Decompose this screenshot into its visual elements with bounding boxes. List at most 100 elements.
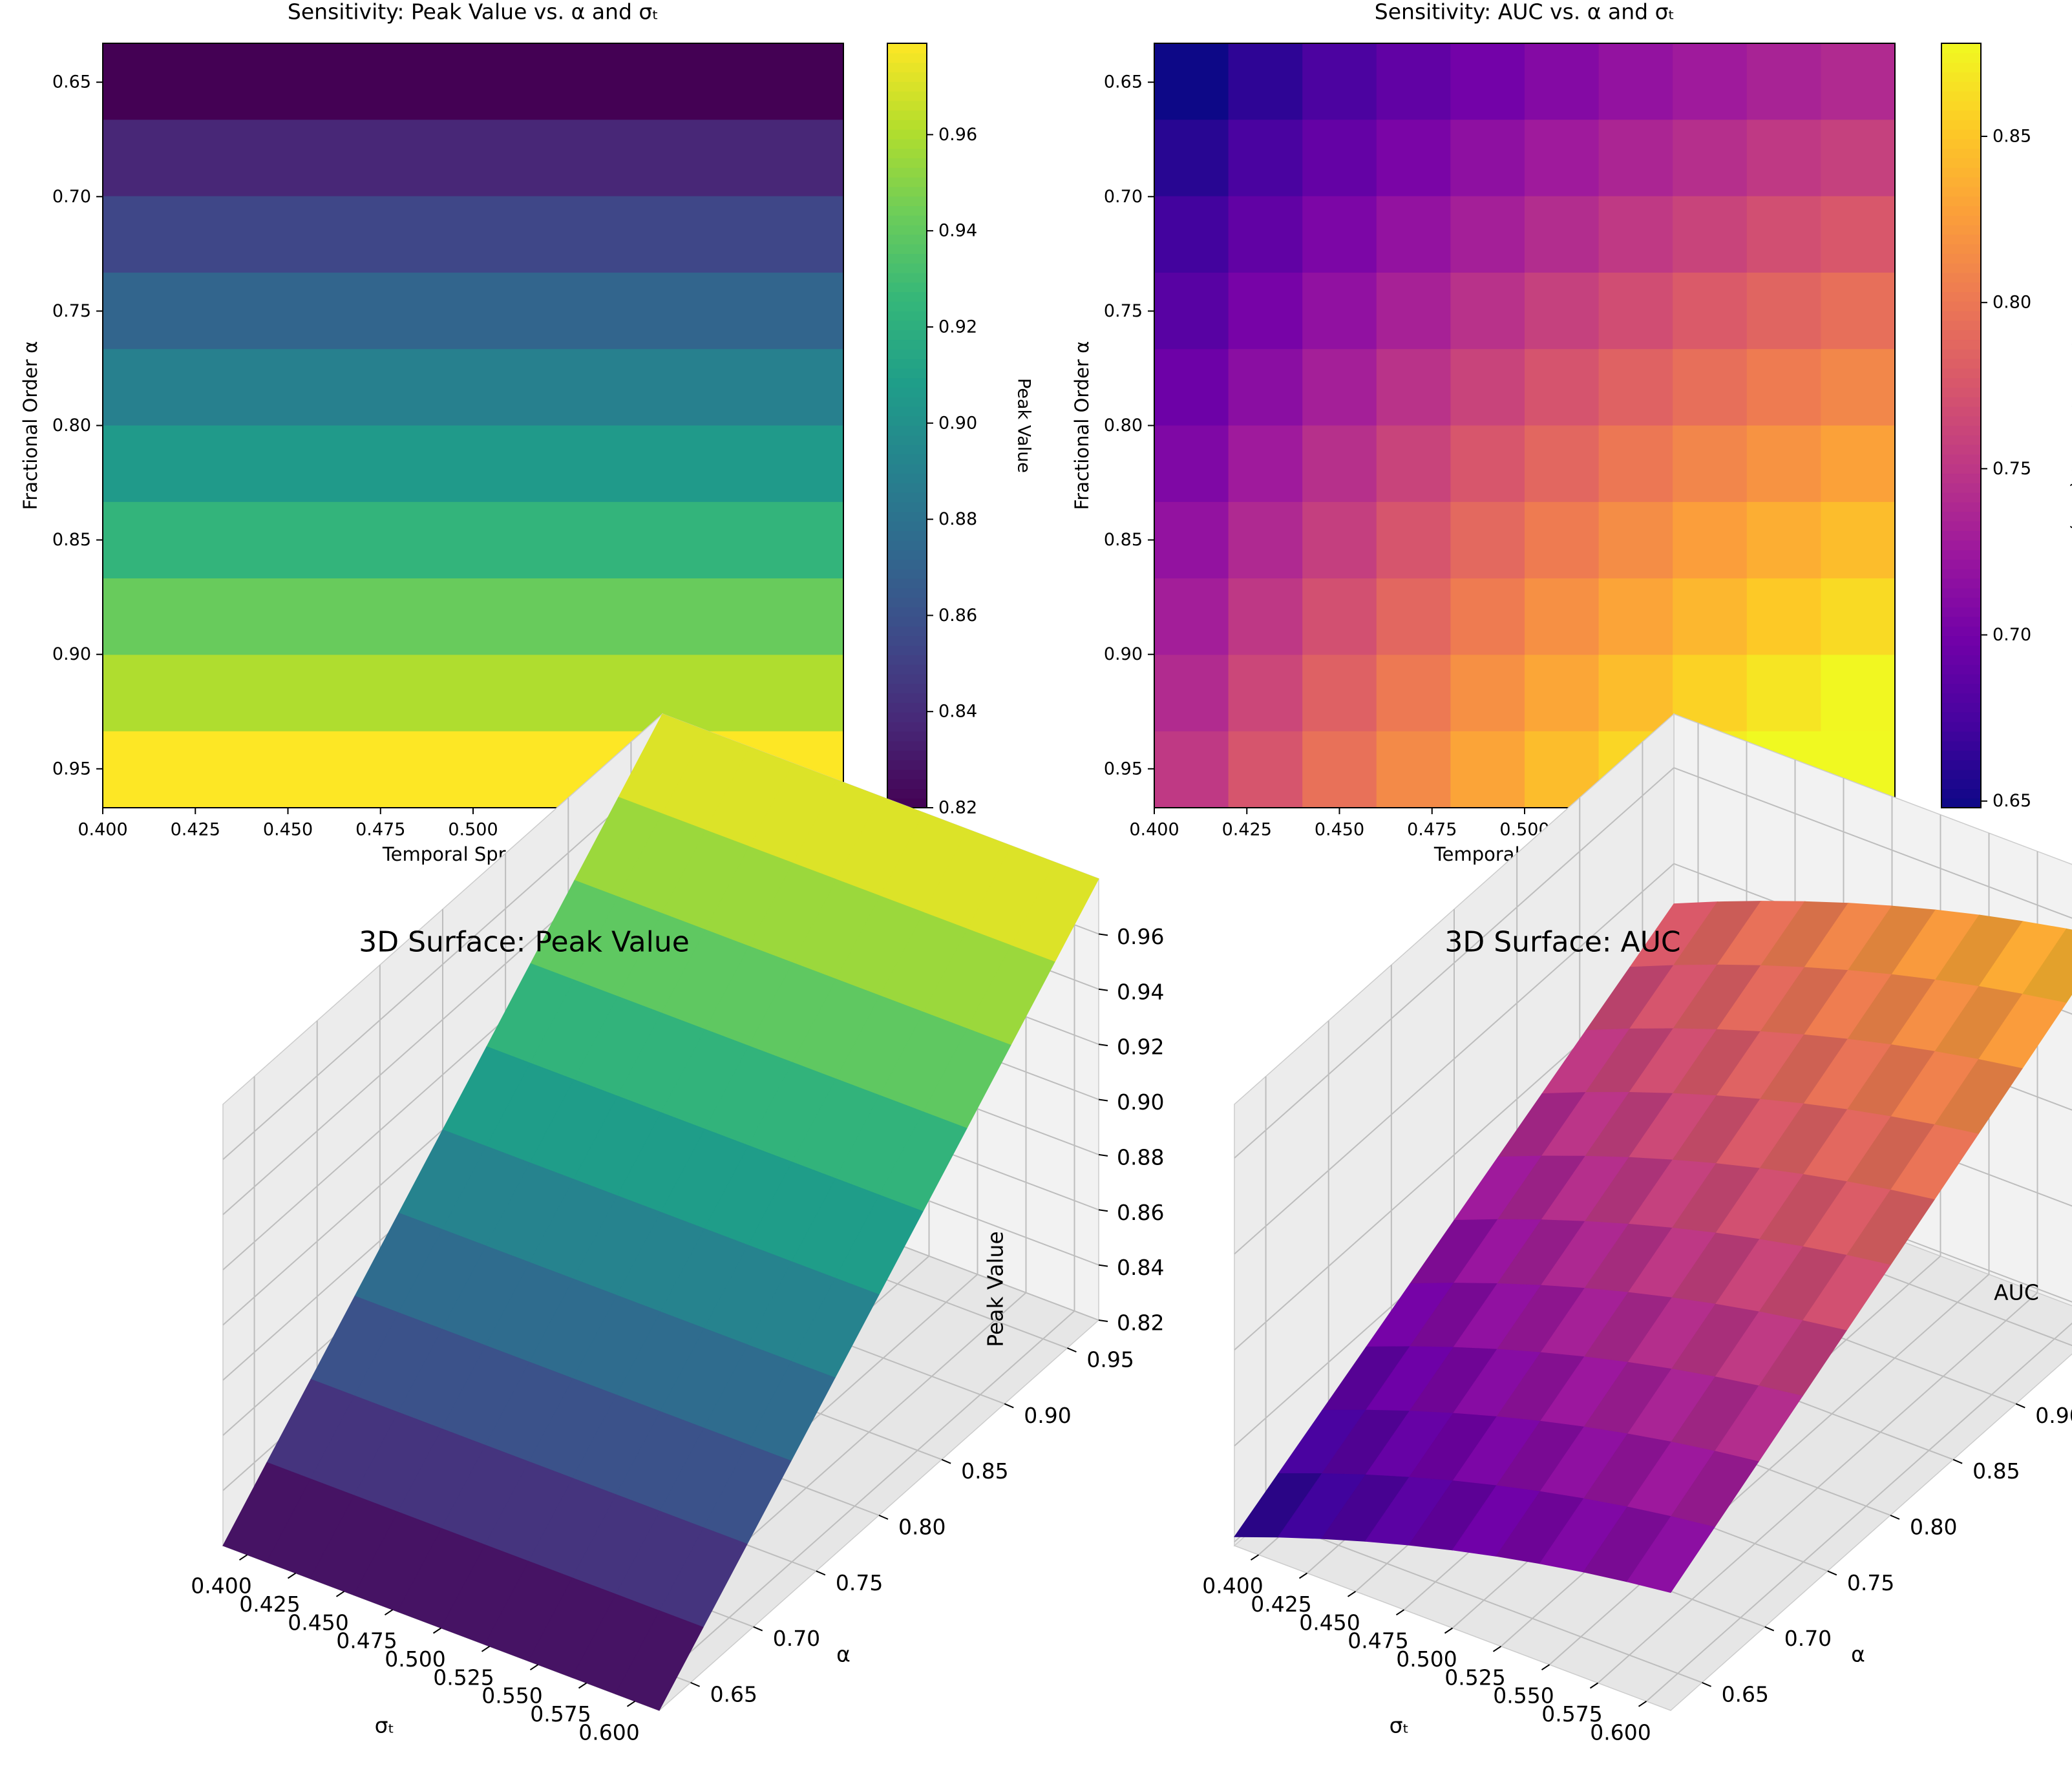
- colorbar-swatch: [887, 339, 927, 350]
- colorbar-swatch: [887, 177, 927, 187]
- colorbar-swatch: [887, 291, 927, 302]
- colorbar-swatch: [1941, 492, 1981, 503]
- heatmap-cell: [1525, 501, 1600, 579]
- colorbar-swatch: [1941, 358, 1981, 369]
- colorbar-swatch: [1941, 760, 1981, 770]
- colorbar-swatch: [887, 435, 927, 445]
- colorbar-swatch: [1941, 272, 1981, 283]
- x-tick-label: 0.400: [1129, 820, 1179, 840]
- x-tick-label: 0.500: [448, 820, 498, 840]
- heatmap-cell: [1821, 272, 1896, 350]
- colorbar-swatch: [887, 320, 927, 331]
- x-tick-label: 0.550: [481, 1683, 542, 1708]
- colorbar-swatch: [887, 81, 927, 92]
- y-tick-label: 0.75: [52, 301, 91, 321]
- x-tick-mark: [1250, 1554, 1260, 1561]
- heatmap-cell: [1154, 349, 1229, 426]
- colorbar-swatch: [887, 521, 927, 531]
- colorbar-swatch: [1941, 177, 1981, 187]
- heatmap-cell: [1228, 120, 1303, 197]
- colorbar-swatch: [1941, 138, 1981, 149]
- colorbar-swatch: [887, 788, 927, 799]
- heatmap-cell: [1450, 349, 1525, 426]
- colorbar-swatch: [1941, 129, 1981, 140]
- y-tick-label: 0.90: [52, 644, 91, 664]
- colorbar-swatch: [887, 43, 927, 54]
- y-tick-label: 0.85: [961, 1458, 1008, 1484]
- y-tick-mark: [1890, 1515, 1900, 1520]
- colorbar-swatch: [1941, 167, 1981, 178]
- y-axis-label: Fractional Order α: [1071, 341, 1093, 510]
- x-axis-label: σₜ: [375, 1713, 395, 1738]
- colorbar-swatch: [1941, 559, 1981, 569]
- y-tick-label: 0.85: [52, 530, 91, 550]
- colorbar-swatch: [1941, 339, 1981, 350]
- z-tick-mark: [1098, 1209, 1108, 1212]
- x-tick-label: 0.425: [1251, 1592, 1311, 1617]
- z-tick-label: 0.86: [1117, 1200, 1164, 1225]
- heatmap-cell: [1821, 349, 1896, 426]
- heatmap-cell: [1302, 655, 1377, 732]
- colorbar-swatch: [1941, 741, 1981, 751]
- x-tick-label: 0.425: [171, 820, 220, 840]
- colorbar-swatch: [1941, 158, 1981, 168]
- colorbar-tick-label: 0.94: [938, 221, 977, 241]
- colorbar-swatch: [887, 215, 927, 226]
- colorbar-swatch: [887, 406, 927, 417]
- x-tick-label: 0.400: [78, 820, 127, 840]
- colorbar-swatch: [887, 377, 927, 388]
- colorbar-swatch: [887, 148, 927, 159]
- colorbar-tick-label: 0.92: [938, 317, 977, 337]
- y-tick-label: 0.70: [52, 187, 91, 207]
- grid-line: [1265, 1517, 1702, 1683]
- colorbar-swatch: [1941, 263, 1981, 273]
- x-tick-label: 0.525: [1444, 1665, 1505, 1690]
- z-axis-label: AUC: [1994, 1280, 2039, 1305]
- x-tick-label: 0.600: [1590, 1719, 1651, 1745]
- grid-line: [222, 768, 663, 1161]
- z-tick-label: 0.92: [1117, 1035, 1164, 1060]
- colorbar-swatch: [887, 463, 927, 474]
- heatmap-cell: [1673, 196, 1748, 273]
- axis-ticks: 0.4000.4250.4500.4750.5000.5250.5500.575…: [1202, 1403, 2072, 1745]
- colorbar-tick-label: 0.80: [1993, 293, 2031, 313]
- colorbar-swatch: [887, 607, 927, 617]
- y-tick-label: 0.80: [52, 415, 91, 436]
- x-tick-label: 0.550: [1493, 1683, 1554, 1708]
- grid-line: [1234, 863, 1675, 1255]
- y-tick-mark: [878, 1515, 889, 1520]
- colorbar-swatch: [887, 330, 927, 341]
- heatmap-cell: [1598, 43, 1673, 120]
- y-axis-label: Fractional Order α: [19, 341, 41, 510]
- heatmap-cell: [1821, 425, 1896, 503]
- heatmap-cell: [1228, 349, 1303, 426]
- z-tick-label: 0.84: [1117, 1255, 1164, 1280]
- colorbar-swatch: [1941, 397, 1981, 407]
- heatmap-cell: [1450, 731, 1525, 808]
- colorbar-swatch: [1941, 291, 1981, 302]
- colorbar-label: Peak Value: [1014, 378, 1034, 473]
- heatmap-cell: [1228, 501, 1303, 579]
- colorbar-swatch: [887, 272, 927, 283]
- heatmap-cell: [1525, 578, 1600, 655]
- x-tick-label: 0.600: [578, 1719, 639, 1745]
- colorbar-tick-label: 0.96: [938, 125, 977, 145]
- colorbar-swatch: [1941, 607, 1981, 617]
- colorbar-tick-label: 0.70: [1993, 625, 2031, 645]
- peak-heatmap-panel: 0.4000.4250.4500.4750.5000.5250.5500.575…: [19, 0, 1034, 865]
- x-tick-label: 0.525: [433, 1665, 494, 1690]
- colorbar-tick-label: 0.85: [1993, 127, 2031, 147]
- colorbar-swatch: [887, 120, 927, 130]
- heatmap-cell: [1821, 501, 1896, 579]
- colorbar-swatch: [887, 626, 927, 636]
- colorbar-swatch: [1941, 244, 1981, 254]
- colorbar-swatch: [887, 683, 927, 694]
- colorbar-swatch: [887, 234, 927, 245]
- heatmap-cell: [1302, 120, 1377, 197]
- heatmap-cell: [1228, 425, 1303, 503]
- colorbar-swatch: [887, 445, 927, 455]
- colorbar-tick-label: 0.82: [938, 798, 977, 818]
- colorbar-swatch: [887, 731, 927, 742]
- colorbar-swatch: [1941, 578, 1981, 589]
